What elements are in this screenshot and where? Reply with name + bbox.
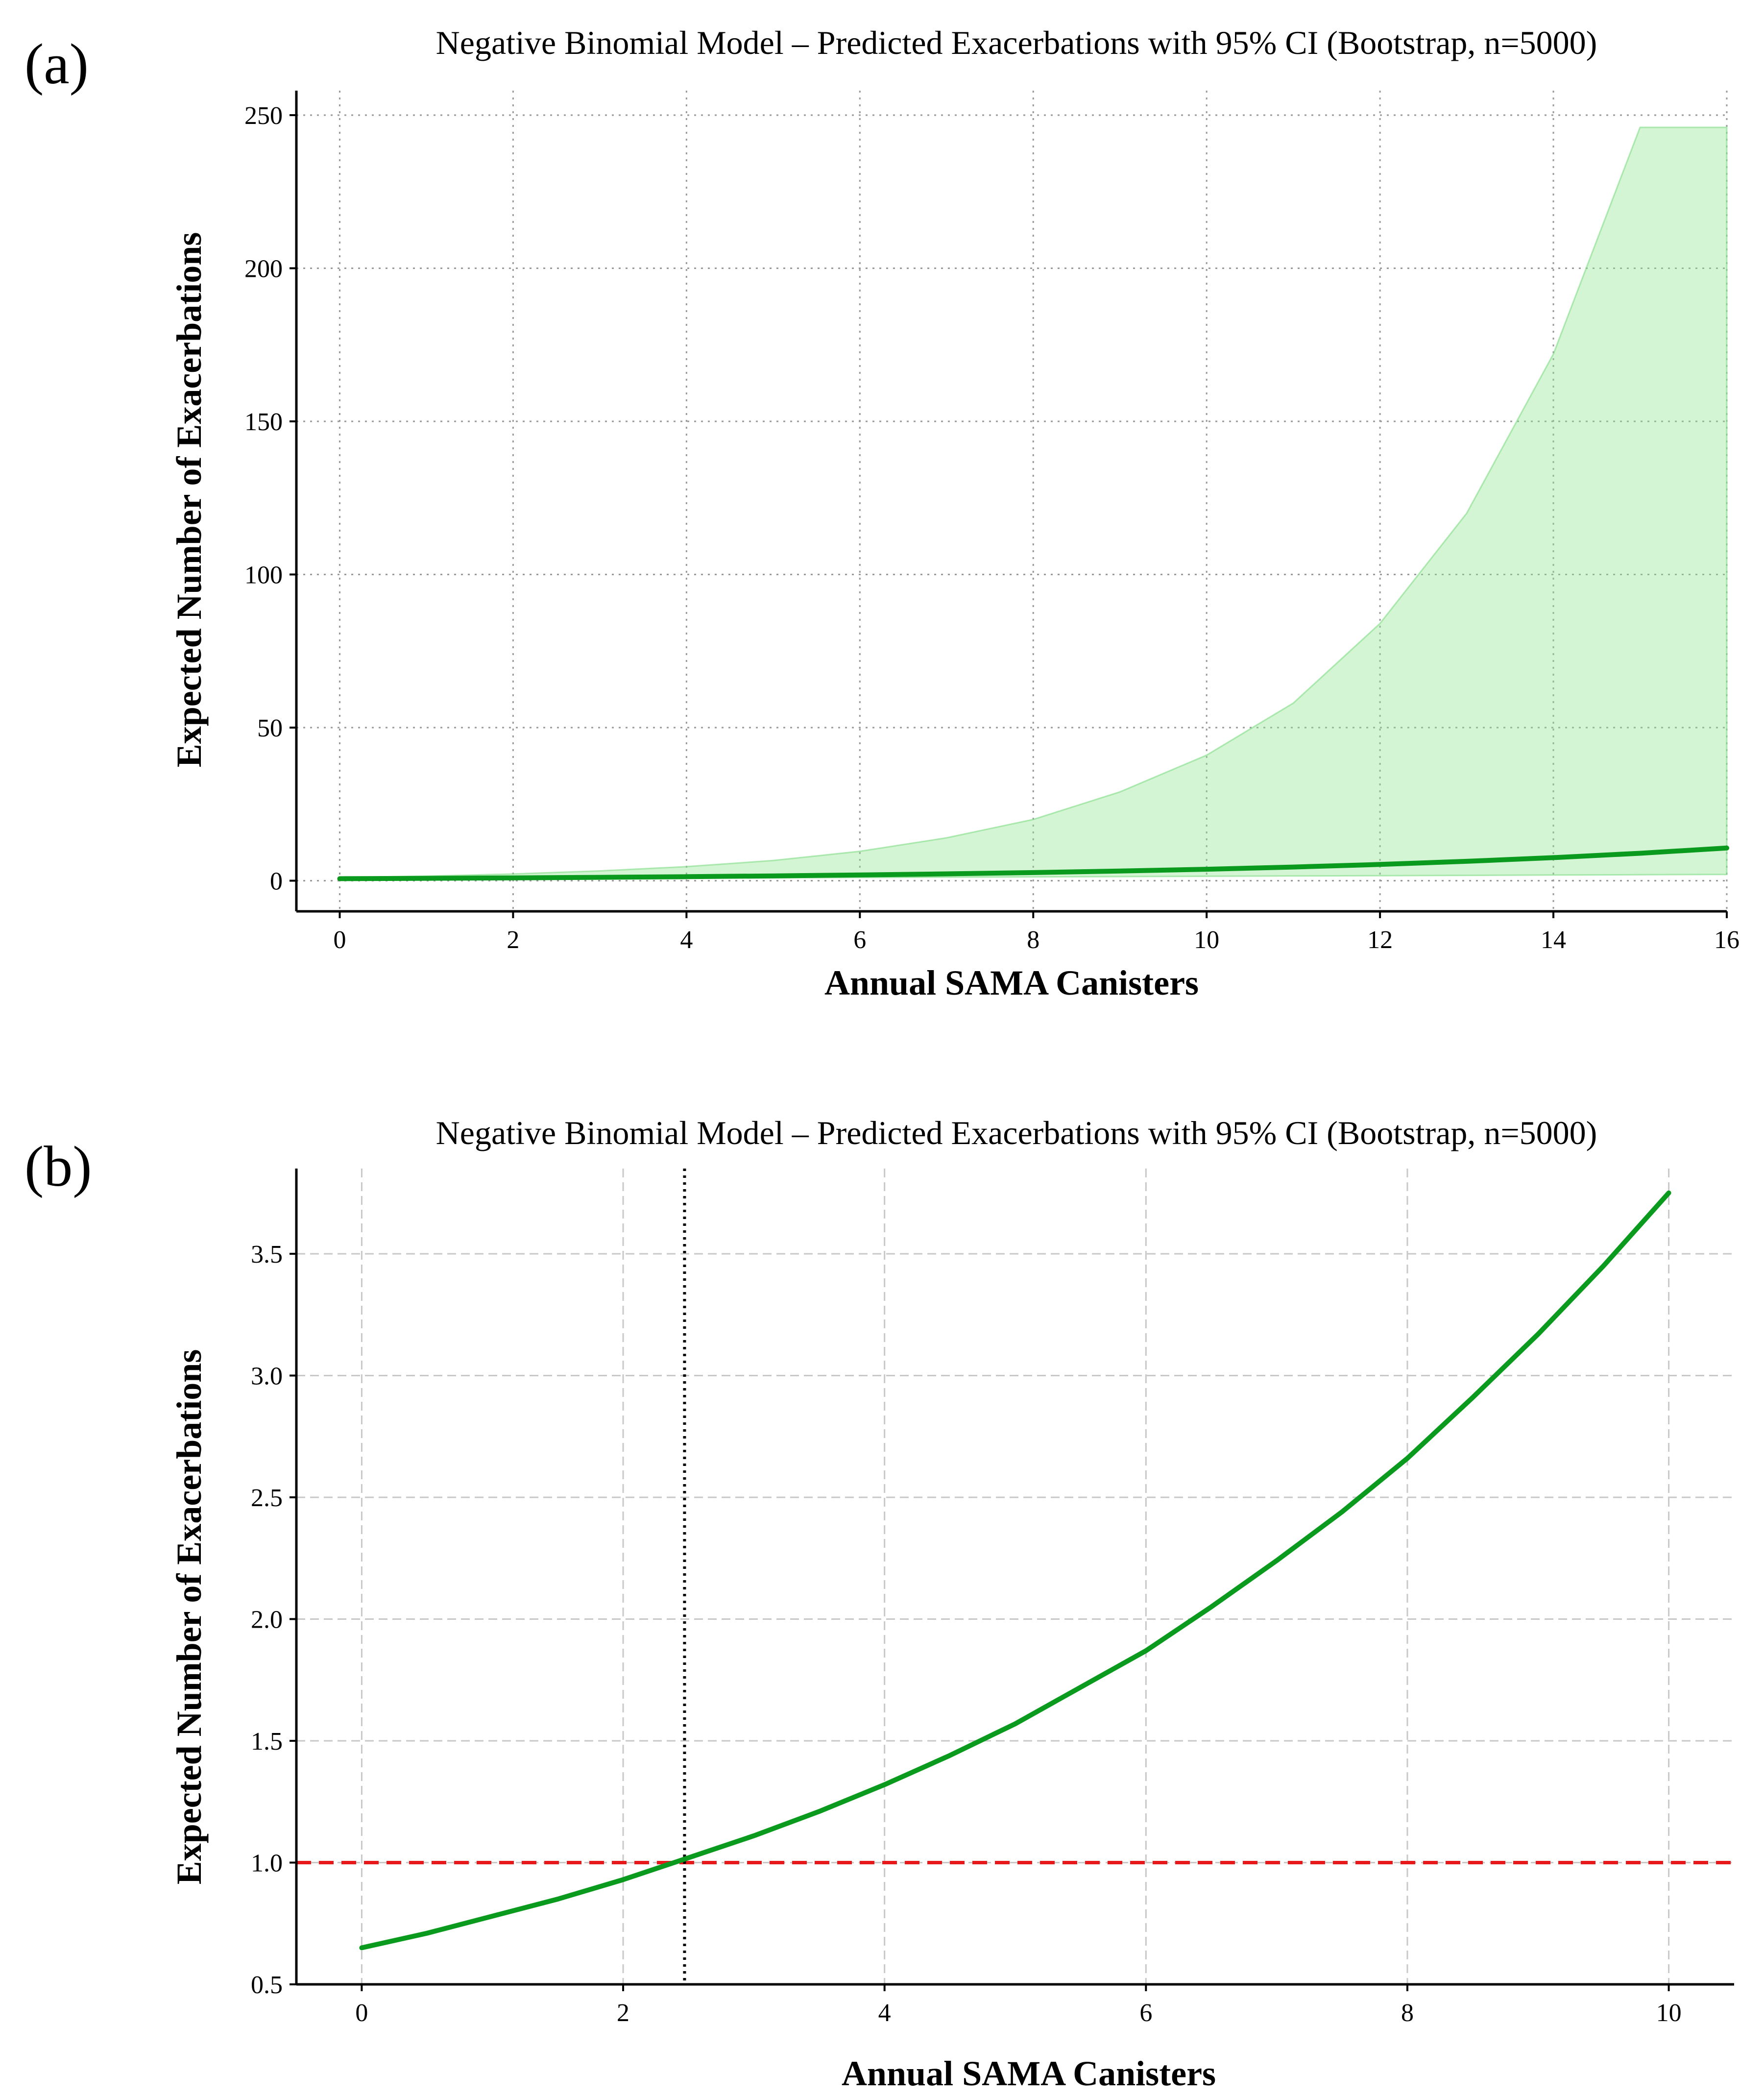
panel-b-axes: [290, 1169, 1734, 1991]
panel-b-x-axis-label: Annual SAMA Canisters: [842, 2054, 1216, 2093]
panel-b-x-tick-label-6: 6: [1139, 1999, 1152, 2027]
panel-a-x-axis-label: Annual SAMA Canisters: [824, 963, 1199, 1002]
panel-b-y-tick-label-4: 2.5: [251, 1484, 283, 1512]
panel-a-y-axis-label: Expected Number of Exacerbations: [169, 232, 209, 768]
panel-b-tick-labels: 0 2 4 6 8 10 0.5 1.0 1.5 2.0 2.5 3.0 3.5: [251, 1241, 1682, 2027]
panel-b-plot: [296, 1169, 1734, 1984]
panel-a-x-tick-label-4: 4: [680, 926, 693, 954]
panel-b-y-axis-label: Expected Number of Exacerbations: [169, 1349, 209, 1885]
panel-b-series-line-0: [359, 1190, 1671, 1951]
panel-b-title: Negative Binomial Model – Predicted Exac…: [436, 1114, 1597, 1151]
panel-b-x-tick-label-0: 0: [355, 1999, 368, 2027]
panel-a-letter: (a): [24, 32, 89, 96]
panel-a-y-tick-label-2: 100: [244, 561, 283, 589]
panel-a-y-tick-label-4: 200: [244, 255, 283, 283]
panel-b-y-tick-label-5: 3.0: [251, 1362, 283, 1390]
panel-a-tick-labels: 0 2 4 6 8 10 12 14 16 0 50 100 150 200 250: [244, 102, 1740, 954]
panel-b: (b) Negative Binomial Model – Predicted …: [24, 1114, 1734, 2093]
panel-a-x-tick-label-2: 2: [507, 926, 519, 954]
panel-b-x-tick-label-4: 4: [878, 1999, 891, 2027]
panel-a-axes: [290, 91, 1728, 918]
panel-b-x-tick-label-10: 10: [1656, 1999, 1682, 2027]
panel-b-y-tick-label-0: 0.5: [251, 1971, 283, 1999]
panel-a-y-tick-label-1: 50: [257, 714, 283, 742]
panel-b-y-tick-label-1: 1.0: [251, 1849, 283, 1877]
panel-b-x-tick-label-8: 8: [1401, 1999, 1414, 2027]
panel-a-y-tick-label-0: 0: [270, 868, 283, 896]
panel-a-y-tick-label-5: 250: [244, 102, 283, 130]
panel-a-x-tick-label-8: 8: [1027, 926, 1039, 954]
panel-b-y-tick-label-6: 3.5: [251, 1241, 283, 1269]
panel-a-x-tick-label-12: 12: [1367, 926, 1393, 954]
panel-a-x-tick-label-0: 0: [333, 926, 346, 954]
panel-a-grid: [296, 91, 1728, 911]
panel-a-x-tick-label-14: 14: [1541, 926, 1566, 954]
panel-a-title: Negative Binomial Model – Predicted Exac…: [436, 24, 1597, 61]
panel-a-y-tick-label-3: 150: [244, 408, 283, 436]
panel-a-series-line-0: [337, 845, 1729, 881]
panel-b-letter: (b): [24, 1134, 92, 1198]
panel-a-plot: [337, 126, 1729, 881]
panel-a: (a) Negative Binomial Model – Predicted …: [24, 24, 1740, 1002]
panel-a-x-tick-label-16: 16: [1714, 926, 1740, 954]
panel-b-y-tick-label-3: 2.0: [251, 1606, 283, 1634]
panel-b-x-tick-label-2: 2: [617, 1999, 629, 2027]
panel-b-y-tick-label-2: 1.5: [251, 1728, 283, 1756]
panel-a-x-tick-label-6: 6: [853, 926, 866, 954]
panel-a-x-tick-label-10: 10: [1194, 926, 1219, 954]
